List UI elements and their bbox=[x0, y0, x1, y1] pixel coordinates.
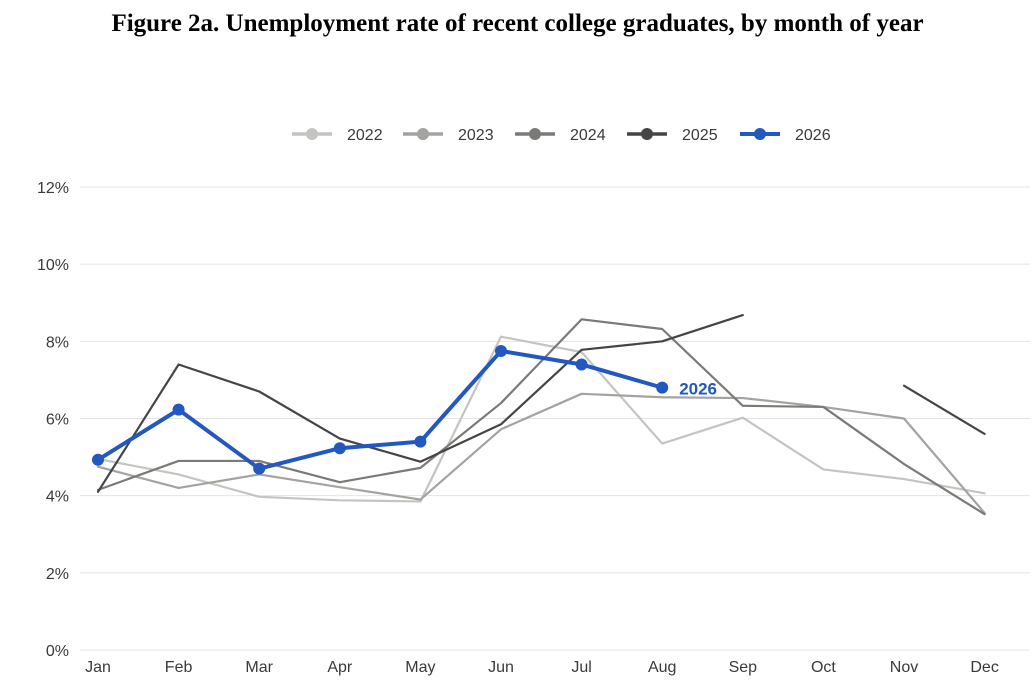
data-point-2026 bbox=[333, 442, 346, 455]
y-tick-label: 6% bbox=[46, 412, 69, 429]
legend-item-2025: 2025 bbox=[627, 127, 718, 144]
legend-label: 2022 bbox=[347, 127, 383, 144]
legend-label: 2024 bbox=[570, 127, 606, 144]
legend-swatch-marker bbox=[306, 128, 318, 140]
chart-title: Figure 2a. Unemployment rate of recent c… bbox=[111, 10, 924, 37]
x-tick-label: Oct bbox=[811, 659, 836, 676]
series-line-2022 bbox=[96, 335, 986, 503]
series-line-2025 bbox=[96, 313, 744, 493]
y-axis-ticks: 0% 2% 4% 6% 8% 10% 12% bbox=[37, 180, 69, 660]
data-point-2026 bbox=[92, 453, 104, 466]
x-tick-label: Aug bbox=[648, 659, 676, 676]
series-2024 bbox=[96, 318, 986, 516]
series-2026: 2026 bbox=[92, 344, 717, 475]
legend-swatch-marker bbox=[417, 128, 429, 140]
legend-swatch-marker bbox=[754, 128, 766, 140]
legend-item-2023: 2023 bbox=[403, 127, 494, 144]
series-line-2023 bbox=[96, 392, 986, 515]
series-2022 bbox=[96, 335, 986, 503]
x-tick-label: Jul bbox=[571, 659, 591, 676]
legend-swatch-marker bbox=[641, 128, 653, 140]
x-tick-label: Jan bbox=[85, 659, 111, 676]
data-point-2026 bbox=[414, 435, 427, 448]
x-axis-ticks: Jan Feb Mar Apr May Jun Jul Aug Sep Oct Nov Dec bbox=[85, 659, 999, 676]
x-tick-label: Nov bbox=[890, 659, 918, 676]
legend-item-2026: 2026 bbox=[740, 127, 831, 144]
data-point-2026 bbox=[172, 403, 185, 416]
data-point-2026 bbox=[656, 381, 669, 394]
data-point-2026 bbox=[253, 462, 266, 475]
x-tick-label: Jun bbox=[488, 659, 514, 676]
y-tick-label: 4% bbox=[46, 489, 69, 506]
x-tick-label: Dec bbox=[970, 659, 998, 676]
x-tick-label: Apr bbox=[327, 659, 353, 676]
series-line-2024 bbox=[96, 318, 986, 516]
y-tick-label: 10% bbox=[37, 257, 69, 274]
y-tick-label: 12% bbox=[37, 180, 69, 197]
y-tick-label: 2% bbox=[46, 566, 69, 583]
data-point-2026 bbox=[495, 344, 507, 357]
legend-label: 2026 bbox=[795, 127, 831, 144]
x-tick-label: May bbox=[405, 659, 435, 676]
y-tick-label: 0% bbox=[46, 643, 69, 660]
legend-label: 2025 bbox=[682, 127, 718, 144]
gridlines bbox=[80, 186, 1030, 651]
legend-label: 2023 bbox=[458, 127, 494, 144]
x-tick-label: Feb bbox=[165, 659, 193, 676]
x-tick-label: Mar bbox=[245, 659, 273, 676]
legend-item-2022: 2022 bbox=[292, 127, 383, 144]
series-line-2025 bbox=[902, 384, 986, 436]
legend: 2022 2023 2024 2025 2026 bbox=[292, 127, 831, 144]
series-end-label: 2026 bbox=[679, 380, 717, 399]
data-point-2026 bbox=[575, 358, 588, 371]
series-2023 bbox=[96, 392, 986, 515]
legend-item-2024: 2024 bbox=[515, 127, 606, 144]
series-2025 bbox=[96, 313, 986, 493]
legend-swatch-marker bbox=[529, 128, 541, 140]
series-lines: 2026 bbox=[92, 313, 986, 516]
series-line-2026 bbox=[96, 348, 665, 471]
x-tick-label: Sep bbox=[729, 659, 758, 676]
y-tick-label: 8% bbox=[46, 334, 69, 351]
